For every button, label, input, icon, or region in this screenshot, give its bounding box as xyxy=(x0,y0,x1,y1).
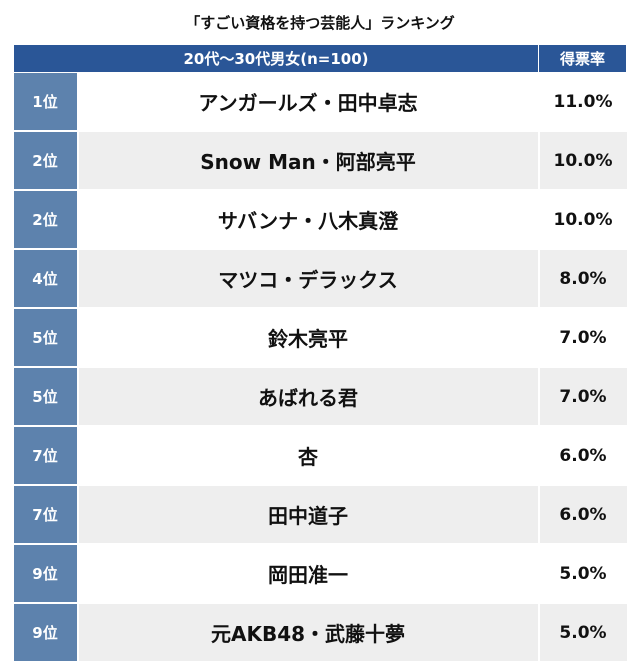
vote-rate: 10.0% xyxy=(538,190,627,250)
group-header: 20代〜30代男女(n=100) xyxy=(13,44,539,73)
celebrity-name: 岡田准一 xyxy=(77,544,540,604)
table-row: 1位 アンガールズ・田中卓志 11.0% xyxy=(13,72,627,132)
table-header-row: 20代〜30代男女(n=100) 得票率 xyxy=(13,44,627,73)
ranking-table: 20代〜30代男女(n=100) 得票率 1位 アンガールズ・田中卓志 11.0% 2… xyxy=(13,44,627,663)
table-row: 4位 マツコ・デラックス 8.0% xyxy=(13,249,627,309)
vote-rate: 5.0% xyxy=(538,544,627,604)
vote-rate: 6.0% xyxy=(538,485,627,545)
celebrity-name: 鈴木亮平 xyxy=(77,308,540,368)
table-row: 9位 岡田准一 5.0% xyxy=(13,544,627,604)
celebrity-name: 元AKB48・武藤十夢 xyxy=(77,603,540,663)
celebrity-name: アンガールズ・田中卓志 xyxy=(77,72,540,132)
table-row: 5位 あばれる君 7.0% xyxy=(13,367,627,427)
vote-rate: 10.0% xyxy=(538,131,627,191)
vote-rate: 7.0% xyxy=(538,308,627,368)
table-row: 7位杏 6.0% xyxy=(13,426,627,486)
celebrity-name: 田中道子 xyxy=(77,485,540,545)
rank-label: 2位 xyxy=(13,131,79,191)
table-row: 2位 サバンナ・八木真澄 10.0% xyxy=(13,190,627,250)
vote-rate: 11.0% xyxy=(538,72,627,132)
rank-label: 5位 xyxy=(13,367,79,427)
vote-rate: 6.0% xyxy=(538,426,627,486)
rank-label: 5位 xyxy=(13,308,79,368)
rate-header: 得票率 xyxy=(538,44,627,73)
vote-rate: 7.0% xyxy=(538,367,627,427)
vote-rate: 5.0% xyxy=(538,603,627,663)
table-row: 7位 田中道子 6.0% xyxy=(13,485,627,545)
celebrity-name: Snow Man・阿部亮平 xyxy=(77,131,540,191)
celebrity-name: マツコ・デラックス xyxy=(77,249,540,309)
rank-label: 2位 xyxy=(13,190,79,250)
chart-title: 「すごい資格を持つ芸能人」ランキング xyxy=(185,14,455,32)
table-row: 9位 元AKB48・武藤十夢 5.0% xyxy=(13,603,627,663)
table-row: 2位 Snow Man・阿部亮平 10.0% xyxy=(13,131,627,191)
rank-label: 4位 xyxy=(13,249,79,309)
celebrity-name: サバンナ・八木真澄 xyxy=(77,190,540,250)
celebrity-name: あばれる君 xyxy=(77,367,540,427)
vote-rate: 8.0% xyxy=(538,249,627,309)
rank-label: 1位 xyxy=(13,72,79,132)
rank-label: 9位 xyxy=(13,544,79,604)
ranking-body: 1位 アンガールズ・田中卓志 11.0% 2位 Snow Man・阿部亮平 10.0% 2位… xyxy=(13,72,627,663)
rank-label: 7位 xyxy=(13,426,79,486)
table-row: 5位 鈴木亮平 7.0% xyxy=(13,308,627,368)
celebrity-name: 杏 xyxy=(77,426,540,486)
rank-label: 9位 xyxy=(13,603,79,663)
rank-label: 7位 xyxy=(13,485,79,545)
